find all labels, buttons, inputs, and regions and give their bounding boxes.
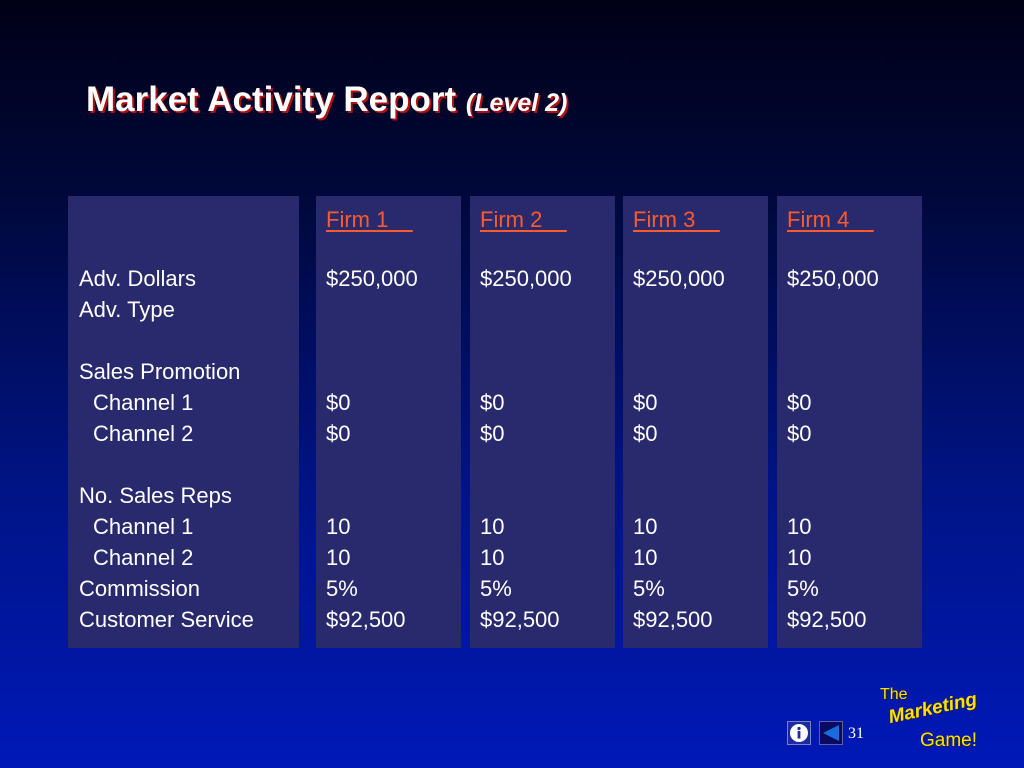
row-labels-panel: Adv. Dollars Adv. Type Sales Promotion C… — [68, 196, 299, 648]
logo-the: The — [880, 686, 908, 703]
label-sp-channel-2: Channel 2 — [93, 421, 194, 446]
firm-3-customer-service: $92,500 — [633, 607, 713, 632]
label-commission: Commission — [79, 576, 201, 601]
firm-3-adv-dollars: $250,000 — [633, 266, 725, 291]
firm-4-adv-dollars: $250,000 — [787, 266, 879, 291]
firm-2-sp-channel-2: $0 — [480, 421, 505, 446]
back-button[interactable] — [819, 721, 843, 745]
firm-3-sr-channel-1: 10 — [633, 514, 658, 539]
label-customer-service: Customer Service — [79, 607, 254, 632]
firm-4-customer-service: $92,500 — [787, 607, 867, 632]
the-marketing-game-logo: The Marketing Game! — [862, 686, 1002, 766]
label-adv-dollars: Adv. Dollars — [79, 266, 196, 291]
firm-1-panel: Firm 1 $250,000 $0 $0 10 10 5% $92,500 — [316, 196, 461, 648]
firm-1-sp-channel-2: $0 — [326, 421, 351, 446]
firm-3-panel: Firm 3 $250,000 $0 $0 10 10 5% $92,500 — [623, 196, 768, 648]
label-sales-promotion: Sales Promotion — [79, 359, 241, 384]
info-button[interactable] — [787, 721, 811, 745]
firm-3-sp-channel-2: $0 — [633, 421, 658, 446]
page-number: 31 — [848, 725, 864, 742]
firm-2-commission: 5% — [480, 576, 512, 601]
firm-1-sr-channel-2: 10 — [326, 545, 351, 570]
label-sp-channel-1: Channel 1 — [93, 390, 194, 415]
firm-4-sr-channel-1: 10 — [787, 514, 812, 539]
label-sr-channel-2: Channel 2 — [93, 545, 194, 570]
firm-3-sp-channel-1: $0 — [633, 390, 658, 415]
label-no-sales-reps: No. Sales Reps — [79, 483, 232, 508]
logo-game: Game! — [920, 730, 978, 751]
firm-4-commission: 5% — [787, 576, 819, 601]
firm-2-header: Firm 2 — [480, 207, 567, 232]
firm-4-panel: Firm 4 $250,000 $0 $0 10 10 5% $92,500 — [777, 196, 922, 648]
firm-1-adv-dollars: $250,000 — [326, 266, 418, 291]
firm-2-sp-channel-1: $0 — [480, 390, 505, 415]
spacer — [79, 449, 254, 480]
firm-2-adv-dollars: $250,000 — [480, 266, 572, 291]
firm-3-header: Firm 3 — [633, 207, 720, 232]
label-sr-channel-1: Channel 1 — [93, 514, 194, 539]
firm-3-sr-channel-2: 10 — [633, 545, 658, 570]
slide-title: Market Activity Report (Level 2) — [86, 80, 567, 120]
spacer — [79, 325, 254, 356]
label-adv-type: Adv. Type — [79, 297, 175, 322]
firm-2-customer-service: $92,500 — [480, 607, 560, 632]
firm-1-commission: 5% — [326, 576, 358, 601]
title-main: Market Activity Report — [86, 80, 457, 119]
firm-2-sr-channel-1: 10 — [480, 514, 505, 539]
title-sub: (Level 2) — [465, 89, 568, 117]
info-icon — [790, 724, 808, 742]
firm-4-header: Firm 4 — [787, 207, 874, 232]
firm-4-sp-channel-1: $0 — [787, 390, 812, 415]
firm-4-sp-channel-2: $0 — [787, 421, 812, 446]
firm-2-panel: Firm 2 $250,000 $0 $0 10 10 5% $92,500 — [470, 196, 615, 648]
firm-1-sr-channel-1: 10 — [326, 514, 351, 539]
firm-3-commission: 5% — [633, 576, 665, 601]
firm-2-sr-channel-2: 10 — [480, 545, 505, 570]
firm-1-customer-service: $92,500 — [326, 607, 406, 632]
firm-4-sr-channel-2: 10 — [787, 545, 812, 570]
firm-1-header: Firm 1 — [326, 207, 413, 232]
firm-1-sp-channel-1: $0 — [326, 390, 351, 415]
back-arrow-icon — [823, 725, 839, 741]
